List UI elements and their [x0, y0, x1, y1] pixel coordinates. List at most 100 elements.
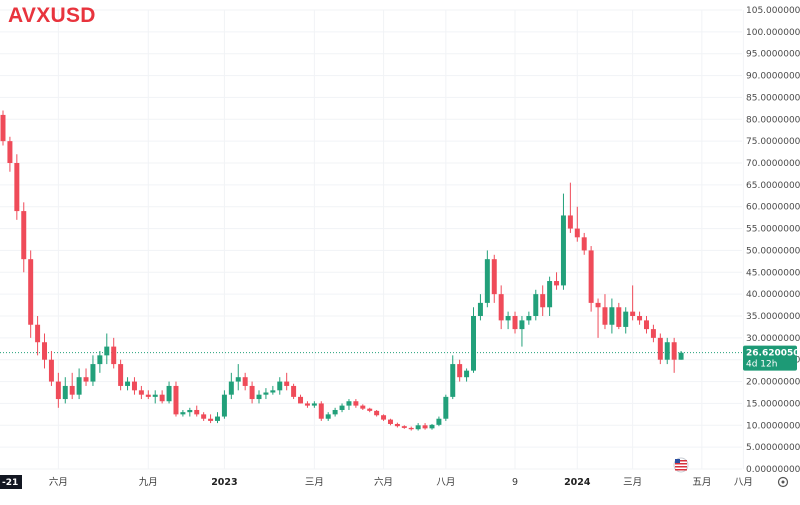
- candle-body: [235, 377, 241, 382]
- date-cursor-label: -21: [2, 478, 18, 488]
- candle-body: [318, 403, 324, 419]
- y-tick-label: 90.00000000: [746, 72, 800, 82]
- candle-body: [588, 250, 594, 303]
- candle-body: [360, 405, 366, 409]
- candle-body: [464, 370, 470, 378]
- candle-body: [443, 396, 449, 419]
- candle-body: [498, 294, 504, 321]
- y-tick-label: 20.00000000: [746, 378, 800, 388]
- candle-body: [180, 412, 186, 415]
- candle-body: [387, 419, 393, 424]
- candle-body: [637, 316, 643, 321]
- x-tick-label: 三月: [305, 477, 324, 488]
- candle-body: [436, 418, 442, 425]
- x-tick-label: 九月: [139, 476, 158, 488]
- candle-body: [7, 141, 13, 163]
- candle-body: [547, 281, 553, 308]
- candle-body: [609, 307, 615, 325]
- x-tick-label: 五月: [692, 477, 711, 488]
- candle-body: [450, 364, 456, 397]
- x-tick-label: 八月: [436, 477, 455, 488]
- candle-body: [512, 316, 518, 330]
- candle-body: [664, 342, 670, 360]
- candles-layer: [0, 110, 684, 431]
- y-tick-label: 60.00000000: [746, 203, 800, 213]
- candle-body: [422, 425, 428, 429]
- y-tick-label: 50.00000000: [746, 246, 800, 256]
- x-tick-label: 八月: [734, 477, 753, 488]
- y-tick-label: 100.00000000: [746, 28, 800, 38]
- candle-body: [491, 259, 497, 295]
- candle-body: [595, 302, 601, 308]
- candle-body: [0, 114, 6, 142]
- candle-body: [630, 311, 636, 316]
- x-tick-label: 9: [512, 477, 518, 488]
- candle-body: [311, 403, 317, 406]
- price-badge: [743, 345, 797, 371]
- price-badge-countdown: 4d 12h: [746, 360, 777, 370]
- candle-body: [173, 385, 179, 415]
- symbol-title: AVXUSD: [8, 4, 96, 27]
- candle-body: [187, 409, 193, 413]
- candle-body: [138, 390, 144, 395]
- x-tick-label: 六月: [374, 476, 393, 488]
- grid-lines: [0, 9, 744, 470]
- candle-body: [104, 346, 110, 356]
- candle-body: [381, 415, 387, 420]
- candle-body: [277, 381, 283, 391]
- gear-icon[interactable]: [777, 476, 789, 488]
- y-tick-label: 95.00000000: [746, 50, 800, 60]
- us-flag-icon[interactable]: [673, 457, 689, 473]
- candle-body: [374, 410, 380, 416]
- candle-body: [477, 302, 483, 316]
- candle-body: [152, 394, 158, 397]
- y-tick-label: 55.00000000: [746, 225, 800, 235]
- candle-body: [159, 394, 165, 402]
- candle-body: [526, 316, 532, 321]
- y-tick-label: 40.00000000: [746, 290, 800, 300]
- y-tick-label: 45.00000000: [746, 268, 800, 278]
- candle-body: [332, 409, 338, 415]
- candle-body: [55, 381, 61, 400]
- candle-body: [97, 355, 103, 365]
- candle-body: [42, 342, 48, 360]
- candle-body: [554, 281, 560, 286]
- y-tick-label: 85.00000000: [746, 93, 800, 103]
- candle-body: [221, 394, 227, 417]
- candle-body: [62, 385, 68, 400]
- y-tick-label: 10.00000000: [746, 421, 800, 431]
- candle-body: [118, 364, 124, 386]
- candle-body: [401, 426, 407, 428]
- candle-body: [325, 414, 331, 419]
- candle-body: [35, 324, 41, 343]
- candle-body: [623, 311, 629, 327]
- candle-body: [394, 423, 400, 427]
- time-axis[interactable]: 六月 九月 2023 三月 六月 八月 9 2024 三月 五月 八月 -21: [0, 457, 789, 489]
- y-tick-label: 80.00000000: [746, 115, 800, 125]
- candle-body: [215, 416, 220, 421]
- candle-body: [201, 414, 207, 419]
- candle-body: [353, 401, 359, 406]
- candle-body: [270, 390, 276, 393]
- price-axis[interactable]: 0.00000000 5.00000000 10.00000000 15.000000…: [743, 6, 800, 475]
- y-tick-label: 65.00000000: [746, 181, 800, 191]
- candle-body: [304, 403, 310, 406]
- candle-body: [263, 392, 269, 395]
- candle-body: [602, 307, 608, 325]
- candle-body: [76, 377, 82, 395]
- y-tick-label: 35.00000000: [746, 312, 800, 322]
- candle-body: [457, 364, 463, 378]
- candle-body: [291, 385, 297, 397]
- candle-body: [671, 342, 677, 360]
- candle-body: [560, 215, 566, 286]
- x-tick-label: 三月: [623, 477, 642, 488]
- price-badge-value: 26.62005000: [746, 349, 800, 359]
- candle-body: [650, 329, 656, 338]
- y-tick-label: 5.00000000: [746, 443, 800, 453]
- candle-body: [574, 228, 580, 238]
- candle-body: [643, 320, 649, 330]
- candle-body: [69, 385, 75, 395]
- candle-body: [484, 259, 490, 303]
